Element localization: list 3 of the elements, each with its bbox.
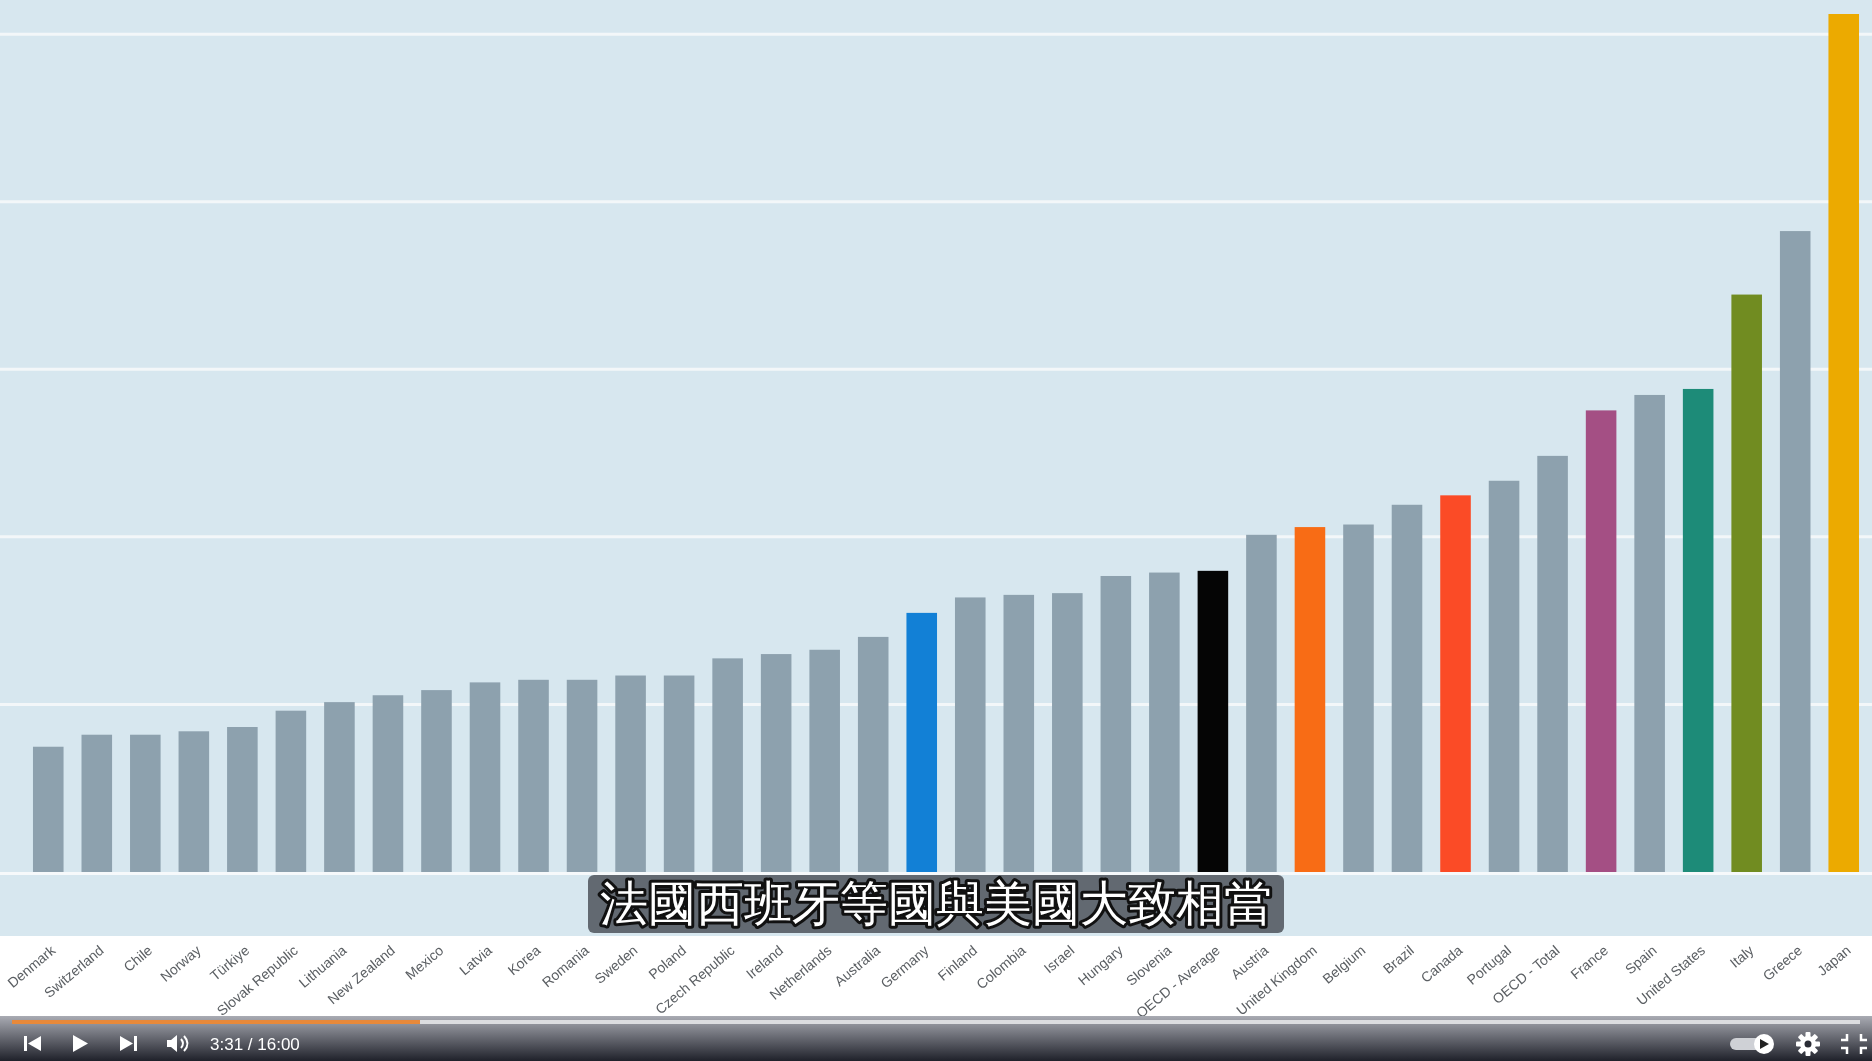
caption: 法國西班牙等國與美國大致相當 — [600, 875, 1272, 931]
x-tick-label: Italy — [1726, 942, 1757, 971]
time: 3:31 / 16:00 — [210, 1035, 300, 1054]
